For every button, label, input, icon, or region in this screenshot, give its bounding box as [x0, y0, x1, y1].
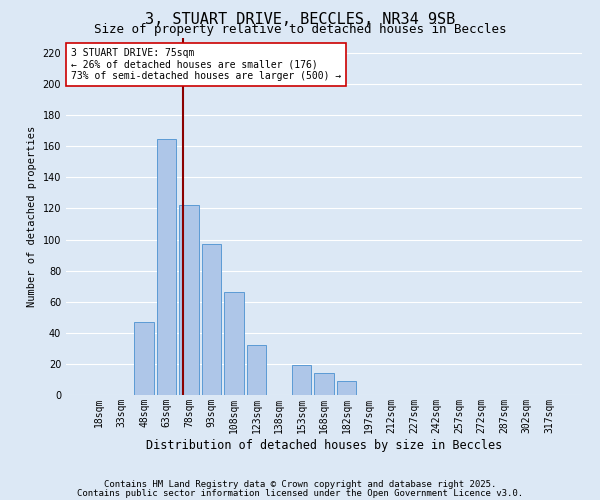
Bar [337, 381, 356, 395]
Bar [134, 322, 154, 395]
Y-axis label: Number of detached properties: Number of detached properties [27, 126, 37, 307]
Bar [292, 366, 311, 395]
Bar [224, 292, 244, 395]
Text: Contains HM Land Registry data © Crown copyright and database right 2025.: Contains HM Land Registry data © Crown c… [104, 480, 496, 489]
Bar [314, 373, 334, 395]
Text: 3, STUART DRIVE, BECCLES, NR34 9SB: 3, STUART DRIVE, BECCLES, NR34 9SB [145, 12, 455, 26]
Bar [202, 244, 221, 395]
Bar [247, 346, 266, 395]
Bar [179, 206, 199, 395]
Text: Contains public sector information licensed under the Open Government Licence v3: Contains public sector information licen… [77, 489, 523, 498]
X-axis label: Distribution of detached houses by size in Beccles: Distribution of detached houses by size … [146, 438, 502, 452]
Text: Size of property relative to detached houses in Beccles: Size of property relative to detached ho… [94, 22, 506, 36]
Bar [157, 138, 176, 395]
Text: 3 STUART DRIVE: 75sqm
← 26% of detached houses are smaller (176)
73% of semi-det: 3 STUART DRIVE: 75sqm ← 26% of detached … [71, 48, 341, 82]
